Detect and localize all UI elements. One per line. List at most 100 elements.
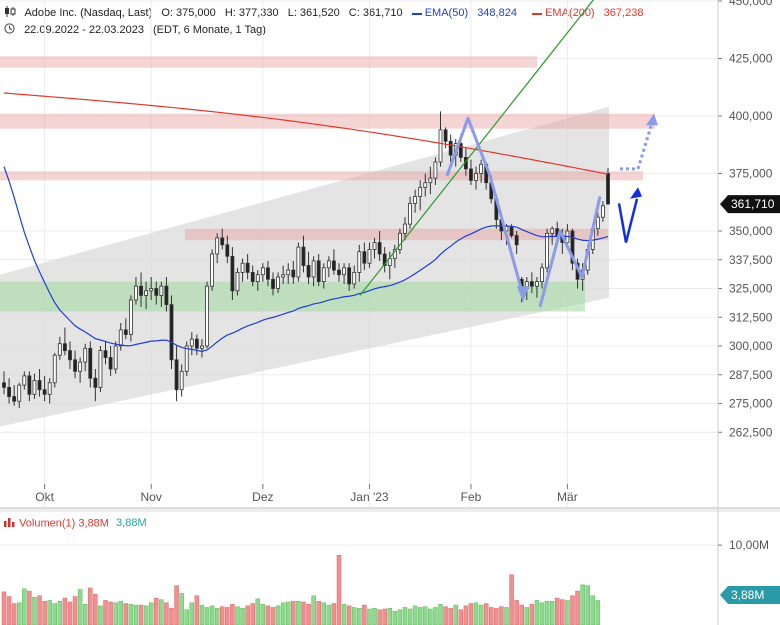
candle-body bbox=[93, 377, 98, 388]
candle-body bbox=[103, 350, 108, 358]
candle-22 bbox=[113, 341, 118, 374]
candle-74 bbox=[377, 231, 382, 261]
candle-body bbox=[113, 345, 118, 370]
candle-body bbox=[88, 347, 93, 379]
volume-bar-116 bbox=[590, 595, 596, 625]
volume-bar-53 bbox=[270, 607, 276, 625]
candle-38 bbox=[194, 334, 199, 356]
volume-bar-54 bbox=[275, 605, 281, 625]
volume-bar-22 bbox=[113, 602, 118, 625]
volume-bar-117 bbox=[595, 600, 601, 625]
resistance-zone-2 bbox=[0, 171, 643, 181]
current-price-badge bbox=[720, 195, 780, 214]
overlays bbox=[3, 0, 658, 352]
candle-body bbox=[296, 246, 301, 278]
candle-body bbox=[474, 173, 478, 181]
volume-bar-61 bbox=[311, 595, 316, 625]
candle-21 bbox=[108, 346, 113, 376]
candle-body bbox=[154, 288, 159, 296]
y-tick-label-7: 312,500 bbox=[729, 310, 773, 324]
ema200-legend[interactable]: EMA(200) 367,238 bbox=[532, 7, 649, 19]
candle-body bbox=[509, 225, 514, 236]
candle-body bbox=[301, 246, 306, 266]
candle-body bbox=[286, 269, 291, 276]
volume-bar-99 bbox=[504, 607, 509, 625]
candle-body bbox=[332, 260, 336, 271]
candle-60 bbox=[306, 251, 311, 284]
candle-72 bbox=[367, 242, 372, 268]
zigzag-up bbox=[538, 196, 602, 308]
volume-bar-38 bbox=[194, 595, 200, 625]
candle-65 bbox=[332, 249, 336, 275]
price-axis: 450,000 425,000 400,000 375,000 350,000 337,5… bbox=[717, 0, 780, 625]
candle-31 bbox=[159, 281, 164, 307]
candle-body bbox=[260, 267, 265, 276]
candle-1 bbox=[7, 378, 11, 404]
volume-bar-48 bbox=[245, 605, 250, 625]
candle-47 bbox=[240, 258, 245, 282]
candle-body bbox=[63, 343, 67, 352]
candlestick-icon[interactable] bbox=[4, 6, 16, 20]
volume-bar-110 bbox=[560, 599, 565, 625]
volume-bar-40 bbox=[204, 607, 210, 625]
volume-bar-96 bbox=[489, 607, 494, 625]
volume-bar-23 bbox=[118, 600, 123, 625]
volume-bar-68 bbox=[346, 605, 352, 625]
volume-bar-60 bbox=[306, 604, 311, 625]
candle-body bbox=[281, 274, 286, 278]
candle-26 bbox=[134, 277, 138, 305]
x-tick-label-2: Dez bbox=[252, 490, 273, 504]
candle-body bbox=[144, 290, 149, 296]
volume-bar-51 bbox=[260, 604, 266, 625]
candle-88 bbox=[448, 134, 453, 162]
candle-body bbox=[606, 173, 610, 205]
candle-body bbox=[57, 343, 62, 356]
x-tick-label-5: Mär bbox=[557, 490, 578, 504]
volume-bar-11 bbox=[57, 600, 63, 625]
x-tick-label-4: Feb bbox=[461, 490, 482, 504]
candle-body bbox=[2, 382, 6, 388]
volume-bar-63 bbox=[321, 602, 327, 625]
candle-body bbox=[311, 260, 316, 278]
volume-header: Volumen(1) 3,88M 3,88M bbox=[4, 517, 147, 530]
candle-body bbox=[448, 140, 453, 156]
volume-bar-24 bbox=[123, 603, 129, 625]
ema50-legend[interactable]: EMA(50) 348,824 bbox=[411, 7, 526, 19]
candle-3 bbox=[17, 382, 22, 409]
volume-bar-42 bbox=[214, 607, 220, 625]
candle-9 bbox=[47, 378, 52, 404]
volume-bar-103 bbox=[524, 607, 530, 625]
volume-bar-66 bbox=[336, 555, 342, 625]
support-zone bbox=[0, 281, 585, 312]
candle-6 bbox=[32, 373, 37, 399]
volume-bar-31 bbox=[159, 599, 164, 625]
candle-69 bbox=[352, 265, 357, 289]
volume-bar-90 bbox=[458, 609, 464, 625]
candle-body bbox=[12, 396, 17, 402]
volume-bar-109 bbox=[554, 597, 560, 625]
candle-30 bbox=[154, 281, 159, 305]
resistance-zone-0 bbox=[0, 56, 537, 68]
y-tick-label-0: 450,000 bbox=[729, 0, 773, 8]
candle-body bbox=[200, 345, 204, 349]
dotted-arrowhead bbox=[646, 113, 658, 126]
volume-bar-62 bbox=[316, 600, 321, 625]
volume-bar-46 bbox=[235, 606, 240, 625]
trend-line bbox=[359, 0, 595, 296]
candle-body bbox=[601, 205, 605, 218]
candle-94 bbox=[479, 159, 484, 183]
volume-bar-43 bbox=[220, 606, 225, 625]
volume-bar-33 bbox=[169, 607, 174, 625]
volume-bar-44 bbox=[225, 607, 230, 625]
candle-78 bbox=[397, 228, 402, 254]
volume-bar-39 bbox=[199, 604, 205, 625]
candle-25 bbox=[128, 295, 133, 342]
volume-bar-105 bbox=[534, 600, 540, 625]
zigzag-arrowhead bbox=[517, 286, 529, 303]
candle-body bbox=[271, 278, 275, 289]
candle-body bbox=[443, 129, 448, 142]
volume-bar-36 bbox=[184, 609, 189, 625]
volume-bar-41 bbox=[209, 605, 215, 625]
candle-body bbox=[377, 242, 382, 255]
